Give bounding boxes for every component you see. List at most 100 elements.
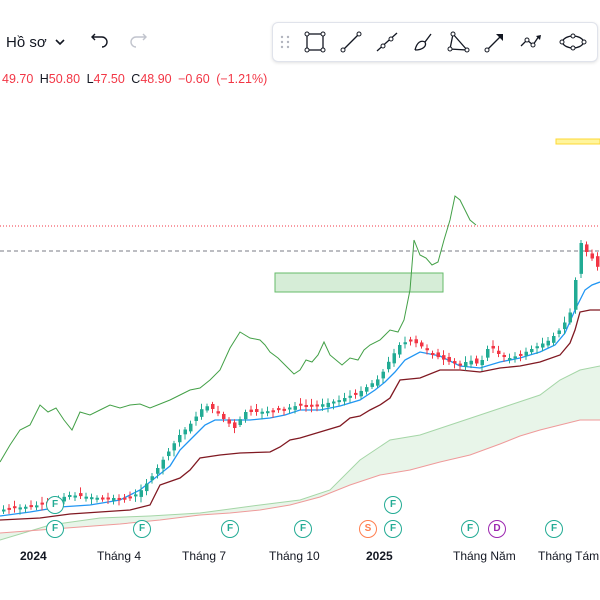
x-axis-label: Tháng Tám bbox=[538, 549, 600, 563]
low-label: L bbox=[86, 72, 94, 86]
candle-body bbox=[475, 358, 479, 364]
candle-body bbox=[13, 506, 17, 509]
trend-line-tool-icon bbox=[340, 31, 362, 53]
candle-body bbox=[486, 349, 490, 358]
event-marker-financial[interactable]: F bbox=[133, 520, 151, 538]
candle-body bbox=[370, 383, 374, 387]
event-marker-financial[interactable]: F bbox=[384, 520, 402, 538]
high-label: H bbox=[39, 72, 49, 86]
event-marker-dividend[interactable]: D bbox=[488, 520, 506, 538]
candle-body bbox=[24, 506, 28, 509]
candle-body bbox=[546, 340, 550, 346]
triangle-tool-button[interactable] bbox=[445, 28, 473, 56]
yellow-zone-rectangle bbox=[555, 138, 600, 145]
candle-body bbox=[590, 253, 594, 259]
ellipse-tool-button[interactable] bbox=[559, 28, 587, 56]
ohlc-legend: 49.70 H50.80 L47.50 C48.90 −0.60 (−1.21%… bbox=[2, 72, 270, 86]
candle-body bbox=[18, 507, 22, 510]
candle-body bbox=[343, 398, 347, 402]
candle-body bbox=[194, 416, 198, 421]
arrow-tool-button[interactable] bbox=[481, 28, 509, 56]
candle-body bbox=[62, 496, 66, 502]
ray-tool-button[interactable] bbox=[373, 28, 401, 56]
low-value: 47.50 bbox=[93, 72, 125, 86]
event-marker-financial[interactable]: F bbox=[221, 520, 239, 538]
triangle-tool-icon bbox=[447, 31, 470, 53]
candle-body bbox=[513, 356, 517, 359]
candle-body bbox=[282, 408, 286, 411]
candle-body bbox=[453, 361, 457, 364]
candle-body bbox=[205, 406, 209, 411]
candle-body bbox=[101, 497, 105, 500]
close-value: 48.90 bbox=[140, 72, 172, 86]
drag-handle-icon[interactable] bbox=[279, 34, 291, 50]
candle-body bbox=[508, 358, 512, 360]
candle-body bbox=[112, 498, 116, 501]
close-label: C bbox=[131, 72, 141, 86]
event-marker-financial[interactable]: F bbox=[46, 520, 64, 538]
candle-body bbox=[29, 505, 33, 508]
candle-body bbox=[321, 404, 325, 407]
candle-body bbox=[238, 419, 242, 426]
candle-body bbox=[249, 409, 253, 412]
x-axis-label: 2025 bbox=[366, 549, 393, 563]
event-marker-financial[interactable]: F bbox=[461, 520, 479, 538]
candle-body bbox=[414, 339, 418, 344]
candle-body bbox=[139, 490, 143, 497]
kijun-line bbox=[0, 309, 600, 521]
candle-body bbox=[387, 361, 391, 370]
x-axis-label: Tháng 10 bbox=[269, 549, 320, 563]
candle-body bbox=[568, 312, 572, 323]
candle-body bbox=[535, 346, 539, 349]
candle-body bbox=[183, 429, 187, 435]
profile-menu-button[interactable]: Hồ sơ bbox=[6, 30, 65, 54]
undo-button[interactable] bbox=[88, 30, 112, 54]
candle-body bbox=[156, 468, 160, 474]
event-marker-financial[interactable]: F bbox=[46, 496, 64, 514]
candle-body bbox=[354, 392, 358, 395]
candles bbox=[2, 240, 600, 515]
candle-body bbox=[172, 443, 176, 451]
candle-body bbox=[502, 355, 506, 358]
candle-body bbox=[403, 342, 407, 345]
candle-body bbox=[381, 371, 385, 379]
candle-body bbox=[365, 387, 369, 392]
event-marker-financial[interactable]: F bbox=[384, 496, 402, 514]
ray-tool-icon bbox=[376, 32, 398, 52]
path-tool-button[interactable] bbox=[517, 28, 545, 56]
candle-body bbox=[95, 497, 99, 500]
trend-line-tool-button[interactable] bbox=[337, 28, 365, 56]
candle-body bbox=[579, 243, 583, 274]
candle-body bbox=[310, 404, 314, 407]
drawing-toolbar bbox=[272, 22, 598, 62]
path-tool-icon bbox=[520, 35, 541, 48]
candle-body bbox=[216, 411, 220, 414]
rectangle-tool-button[interactable] bbox=[301, 28, 329, 56]
candle-body bbox=[447, 356, 451, 362]
ellipse-tool-icon bbox=[559, 33, 587, 51]
candle-body bbox=[128, 496, 132, 499]
candle-body bbox=[244, 412, 248, 420]
candle-body bbox=[161, 459, 165, 469]
candle-body bbox=[359, 390, 363, 397]
candle-body bbox=[420, 342, 424, 347]
change-percent: (−1.21%) bbox=[216, 72, 268, 86]
candle-body bbox=[530, 349, 534, 353]
candle-body bbox=[233, 422, 237, 428]
candle-body bbox=[596, 256, 600, 267]
candle-body bbox=[464, 362, 468, 367]
event-marker-financial[interactable]: F bbox=[294, 520, 312, 538]
candle-body bbox=[145, 483, 149, 492]
event-marker-financial[interactable]: F bbox=[545, 520, 563, 538]
candle-body bbox=[563, 322, 567, 330]
candle-body bbox=[123, 497, 127, 500]
event-marker-split[interactable]: S bbox=[359, 520, 377, 538]
x-axis-label: Tháng 7 bbox=[182, 549, 227, 563]
candle-body bbox=[436, 352, 440, 358]
redo-button[interactable] bbox=[126, 30, 150, 54]
brush-tool-button[interactable] bbox=[409, 28, 437, 56]
candle-body bbox=[299, 403, 303, 406]
candle-body bbox=[469, 360, 473, 365]
arrow-tool-icon bbox=[484, 34, 503, 53]
